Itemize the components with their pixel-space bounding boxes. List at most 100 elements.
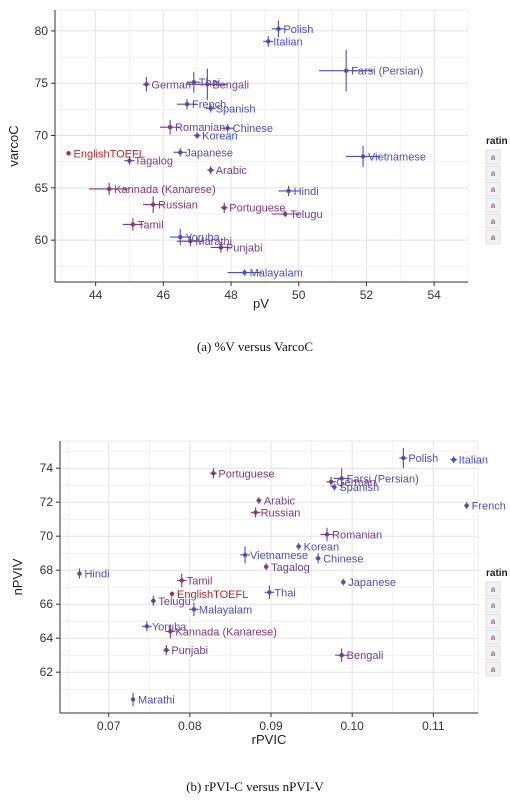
legend-swatch	[485, 629, 501, 645]
point-tagalog: Tagalog	[124, 156, 173, 168]
point-label: Portuguese	[218, 468, 274, 480]
caption-a: (a) %V versus VarcoC	[197, 339, 313, 354]
point-label: Vietnamese	[250, 550, 308, 562]
point-label: Hindi	[294, 186, 319, 198]
data-point	[339, 653, 344, 658]
legend-key: a	[485, 597, 501, 613]
data-point	[276, 26, 281, 32]
point-arabic: Arabic	[207, 165, 247, 177]
point-label: Farsi (Persian)	[351, 66, 423, 78]
data-point	[282, 211, 288, 217]
x-tick-label: 0.09	[259, 719, 283, 733]
point-label: Punjabi	[226, 242, 263, 254]
x-tick-label: 46	[157, 288, 171, 302]
point-telugu: Telugu	[150, 595, 191, 608]
data-point	[188, 239, 193, 244]
point-label: Bengali	[347, 650, 384, 662]
x-tick-label: 0.11	[422, 719, 445, 733]
legend-swatch	[485, 581, 501, 597]
legend-glyph: a	[491, 153, 496, 162]
x-tick-label: 44	[89, 288, 103, 302]
point-label: Thai	[199, 77, 220, 89]
legend-glyph: a	[491, 665, 496, 674]
point-label: Yoruba	[152, 621, 187, 633]
point-japanese: Japanese	[173, 147, 233, 159]
data-point	[242, 552, 248, 558]
point-telugu: Telugu	[271, 209, 323, 221]
legend-swatch	[485, 597, 501, 613]
y-tick-label: 64	[40, 631, 54, 645]
data-point	[267, 590, 272, 595]
point-kannada-kanarese: Kannada (Kanarese)	[88, 182, 216, 196]
data-point	[263, 564, 269, 569]
legend-glyph: a	[491, 169, 496, 178]
point-spanish: Spanish	[331, 482, 379, 494]
legend-key: a	[485, 229, 501, 245]
legend-glyph: a	[491, 601, 496, 610]
legend-key: a	[485, 645, 501, 661]
legend-glyph: a	[491, 649, 496, 658]
legend-key: a	[485, 165, 501, 181]
data-point	[256, 498, 262, 503]
point-label: Arabic	[264, 496, 296, 508]
data-point	[211, 471, 216, 476]
point-label: French	[472, 501, 506, 513]
x-tick-label: 0.10	[341, 719, 365, 733]
chart-b-y-axis-title: nPVIV	[10, 558, 25, 595]
legend-key: a	[485, 149, 501, 165]
point-label: Romanian	[175, 122, 225, 134]
point-label: German	[336, 477, 376, 489]
legend-glyph: a	[491, 185, 496, 194]
legend-swatch	[485, 181, 501, 197]
legend-glyph: a	[491, 201, 496, 210]
point-italian: Italian	[263, 36, 303, 48]
x-tick-label: 0.08	[178, 719, 202, 733]
data-point	[343, 68, 349, 73]
point-label: Hindi	[84, 569, 109, 581]
x-tick-label: 50	[292, 288, 306, 302]
point-vietnamese: Vietnamese	[240, 546, 308, 564]
data-point	[360, 154, 366, 159]
point-label: Romanian	[332, 530, 382, 542]
data-point	[222, 205, 227, 210]
data-point	[184, 101, 190, 107]
point-french: French	[176, 98, 226, 111]
legend-glyph: a	[491, 217, 496, 226]
point-hindi: Hindi	[77, 568, 110, 581]
point-label: Tagalog	[271, 562, 310, 574]
chart-a-ticks: 44 46 48 50 52 54 60 65 70 75 80	[35, 10, 468, 302]
data-point	[451, 457, 456, 462]
point-label: Russian	[158, 200, 198, 212]
point-french: French	[464, 501, 506, 513]
point-marathi: Marathi	[176, 235, 232, 248]
point-punjabi: Punjabi	[210, 242, 263, 254]
x-tick-label: 48	[224, 288, 238, 302]
point-label: Japanese	[185, 147, 233, 159]
point-label: Malayalam	[199, 604, 252, 616]
y-tick-label: 74	[40, 461, 54, 475]
point-label: Portuguese	[229, 203, 285, 215]
chart-a-plot-area	[54, 9, 469, 283]
legend-key: a	[485, 613, 501, 629]
y-tick-label: 66	[40, 597, 54, 611]
data-point	[168, 629, 173, 634]
point-malayalam: Malayalam	[227, 268, 303, 280]
legend-swatch	[485, 645, 501, 661]
data-point	[341, 579, 346, 585]
legend-glyph: a	[491, 233, 496, 242]
data-point	[266, 39, 271, 44]
point-englishtoefl: EnglishTOEFL	[169, 589, 248, 601]
data-point	[208, 167, 213, 173]
point-kannada-kanarese: Kannada (Kanarese)	[165, 624, 277, 638]
chart-b: 0.07 0.08 0.09 0.10 0.11 62 64 66 68 70 72 74 Polis…	[10, 440, 508, 794]
y-tick-label: 62	[40, 665, 54, 679]
legend-glyph: a	[491, 617, 496, 626]
x-tick-label: 54	[427, 288, 441, 302]
point-label: Bengali	[212, 79, 249, 91]
data-point	[315, 556, 321, 561]
point-spanish: Spanish	[205, 103, 255, 115]
legend-swatch	[485, 661, 501, 677]
point-malayalam: Malayalam	[189, 602, 252, 616]
point-vietnamese: Vietnamese	[346, 146, 426, 167]
